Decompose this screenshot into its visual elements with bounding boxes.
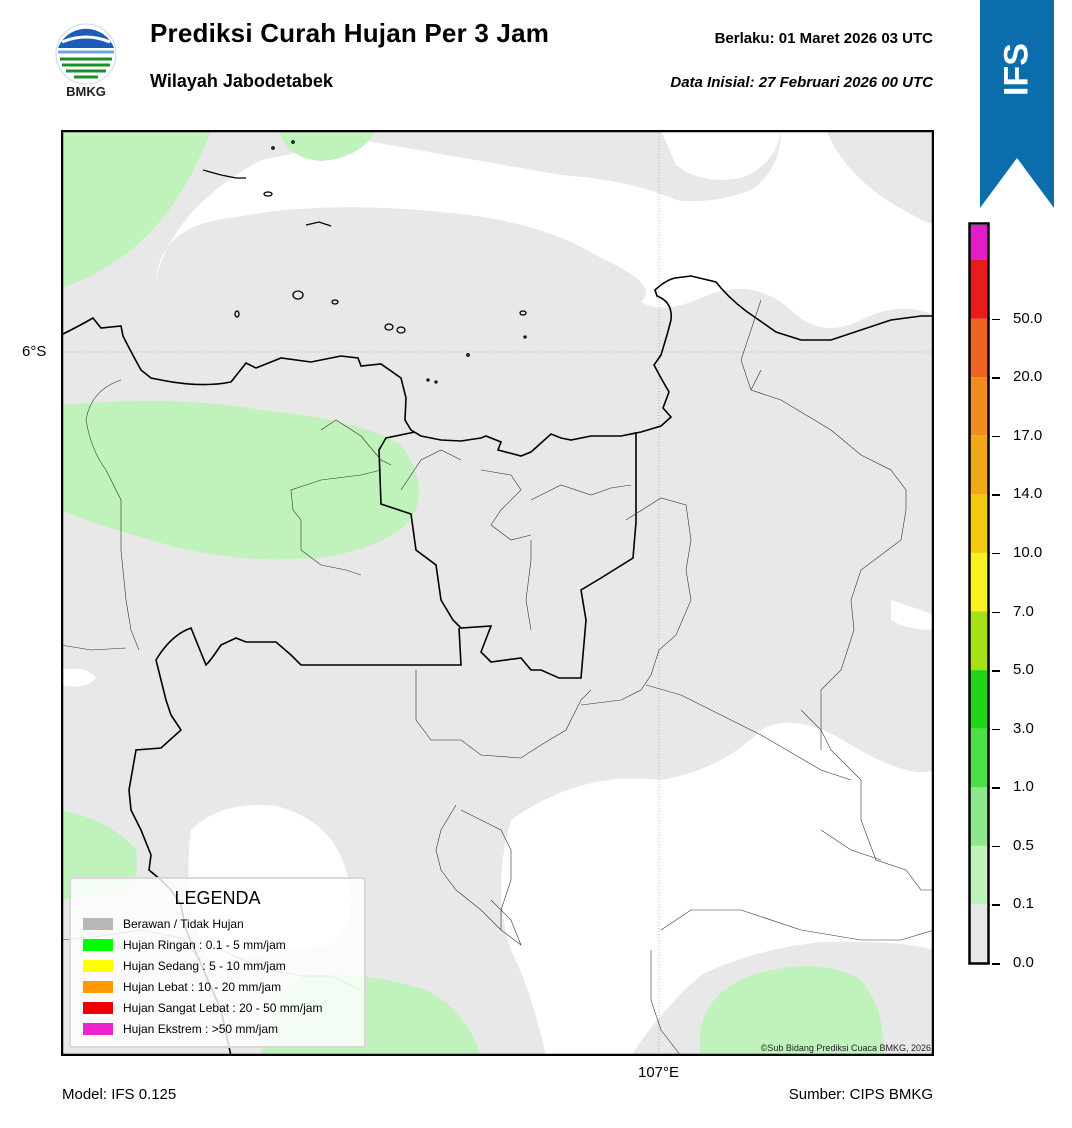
legend-item: Hujan Lebat : 10 - 20 mm/jam bbox=[83, 979, 281, 995]
colorbar-tick-mark bbox=[992, 845, 1000, 848]
legend-label: Berawan / Tidak Hujan bbox=[123, 917, 244, 931]
colorbar-segment bbox=[970, 728, 988, 788]
legend-label: Hujan Ringan : 0.1 - 5 mm/jam bbox=[123, 938, 286, 952]
colorbar-tick-mark bbox=[992, 787, 1000, 789]
colorbar-segment bbox=[970, 611, 988, 671]
colorbar-tick-label: 20.0 bbox=[1013, 368, 1043, 386]
colorbar-tick-mark bbox=[992, 611, 1000, 613]
legend-swatch bbox=[83, 981, 113, 993]
colorbar-tick-label: 10.0 bbox=[1013, 543, 1043, 561]
colorbar-segment bbox=[970, 552, 988, 612]
longitude-label: 107°E bbox=[638, 1064, 680, 1081]
colorbar-tick-label: 0.5 bbox=[1013, 836, 1034, 854]
colorbar-tick-label: 3.0 bbox=[1013, 719, 1034, 737]
colorbar-tick-mark bbox=[992, 670, 1000, 672]
colorbar-segment bbox=[970, 435, 988, 495]
legend-label: Hujan Lebat : 10 - 20 mm/jam bbox=[123, 980, 282, 994]
colorbar-tick-label: 14.0 bbox=[1013, 485, 1043, 503]
latitude-label: 6°S bbox=[22, 343, 47, 360]
legend-label: Hujan Sangat Lebat : 20 - 50 mm/jam bbox=[123, 1001, 323, 1015]
colorbar-segment bbox=[970, 670, 988, 729]
colorbar-segment bbox=[970, 318, 988, 378]
colorbar-tick-label: 0.0 bbox=[1013, 954, 1034, 971]
colorbar-tick-mark bbox=[992, 963, 1000, 965]
colorbar-border bbox=[968, 222, 990, 965]
colorbar-segment bbox=[970, 225, 988, 260]
colorbar-tick-mark bbox=[992, 435, 1000, 438]
legend-item: Hujan Sedang : 5 - 10 mm/jam bbox=[83, 958, 286, 974]
colorbar-tick-label: 5.0 bbox=[1013, 661, 1034, 679]
legend-swatch bbox=[83, 960, 113, 972]
legend-item: Hujan Ringan : 0.1 - 5 mm/jam bbox=[83, 937, 286, 953]
colorbar-segment bbox=[970, 845, 988, 905]
colorbar-tick-mark bbox=[992, 904, 1000, 906]
legend-swatch bbox=[83, 1023, 113, 1035]
initial-time: Data Inisial: 27 Februari 2026 00 UTC bbox=[670, 74, 933, 91]
copyright-text: ©Sub Bidang Prediksi Cuaca BMKG, 2026 bbox=[760, 1043, 931, 1053]
colorbar-segment bbox=[970, 260, 988, 319]
colorbar-tick-label: 7.0 bbox=[1013, 602, 1034, 620]
legend-swatch bbox=[83, 918, 113, 930]
source-label: Sumber: CIPS BMKG bbox=[788, 1086, 933, 1103]
legend-item: Hujan Sangat Lebat : 20 - 50 mm/jam bbox=[83, 1000, 322, 1016]
page-title: Prediksi Curah Hujan Per 3 Jam bbox=[150, 18, 550, 48]
legend-item: Hujan Ekstrem : >50 mm/jam bbox=[83, 1021, 278, 1037]
colorbar bbox=[968, 222, 990, 965]
colorbar-tick-label: 50.0 bbox=[1013, 309, 1043, 327]
legend-swatch bbox=[83, 939, 113, 951]
colorbar-tick-mark bbox=[992, 494, 1000, 496]
legend-label: Hujan Ekstrem : >50 mm/jam bbox=[123, 1022, 279, 1036]
bmkg-logo-icon bbox=[55, 23, 117, 85]
model-label: Model: IFS 0.125 bbox=[62, 1086, 177, 1103]
region-subtitle: Wilayah Jabodetabek bbox=[150, 71, 333, 91]
colorbar-tick-mark bbox=[992, 377, 1000, 379]
legend-swatch bbox=[83, 1002, 113, 1014]
colorbar-segment bbox=[970, 494, 988, 553]
legend-box: LEGENDA Berawan / Tidak Hujan Hujan Ring… bbox=[69, 877, 366, 1048]
precipitation-map bbox=[61, 130, 934, 1056]
colorbar-tick-mark bbox=[992, 318, 1000, 321]
valid-time: Berlaku: 01 Maret 2026 03 UTC bbox=[714, 30, 933, 47]
colorbar-tick-label: 1.0 bbox=[1013, 778, 1034, 796]
legend-title: LEGENDA bbox=[174, 888, 261, 908]
legend-item: Berawan / Tidak Hujan bbox=[83, 916, 244, 932]
colorbar-tick-label: 17.0 bbox=[1013, 426, 1043, 444]
model-badge: IFS bbox=[997, 43, 1036, 97]
colorbar-tick-label: 0.1 bbox=[1013, 895, 1034, 913]
colorbar-tick-mark bbox=[992, 728, 1000, 731]
logo-label: BMKG bbox=[66, 84, 106, 99]
colorbar-segment bbox=[970, 787, 988, 846]
colorbar-tick-mark bbox=[992, 552, 1000, 555]
colorbar-segment bbox=[970, 377, 988, 436]
colorbar-segment bbox=[970, 904, 988, 963]
legend-label: Hujan Sedang : 5 - 10 mm/jam bbox=[123, 959, 286, 973]
ifs-ribbon-icon bbox=[980, 0, 1054, 208]
